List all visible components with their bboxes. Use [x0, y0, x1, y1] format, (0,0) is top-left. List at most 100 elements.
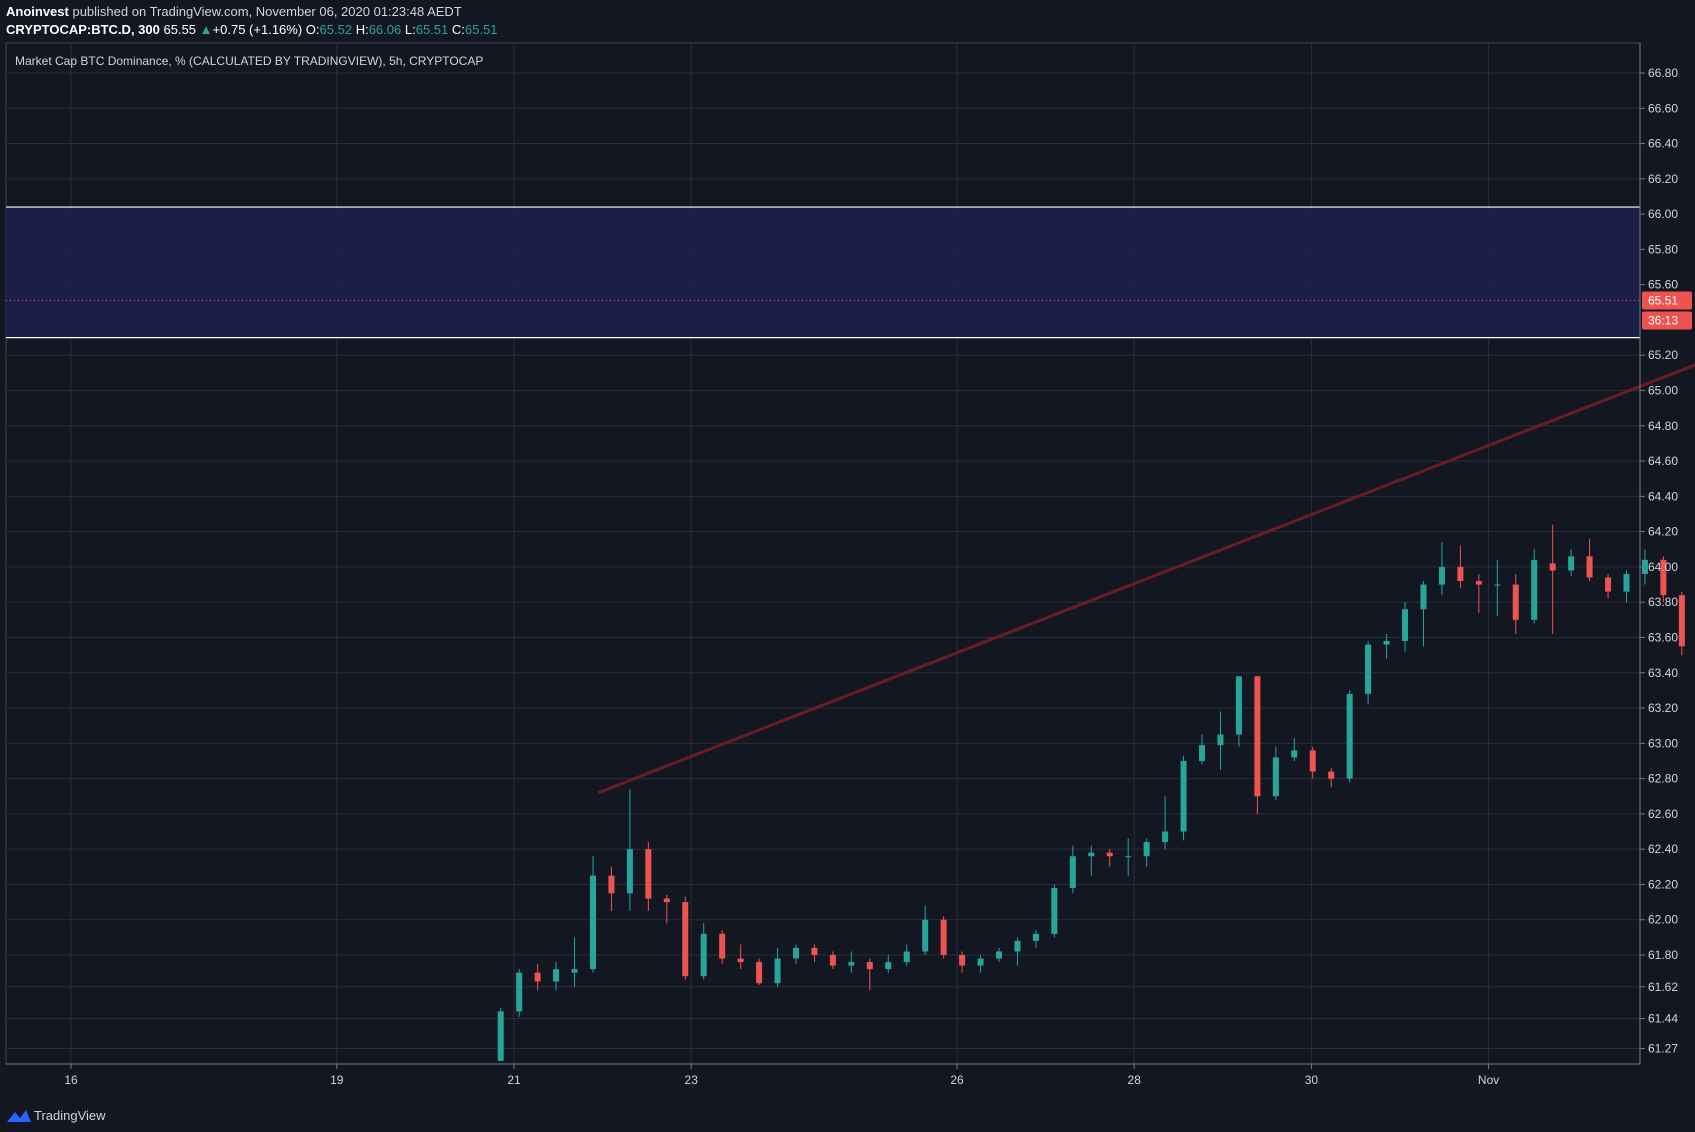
- up-triangle-icon: ▲: [199, 22, 213, 37]
- candle-body: [1365, 644, 1372, 694]
- x-tick-label: 26: [950, 1073, 964, 1087]
- price-axis[interactable]: 66.80 66.60 66.40 66.20 66.00 65.80 65.60 65.20…: [1639, 43, 1692, 1064]
- y-tick-label: 61.80: [1648, 948, 1678, 962]
- y-tick-label: 63.40: [1648, 666, 1678, 680]
- tradingview-brand[interactable]: TradingView: [34, 1108, 106, 1123]
- candle-body: [1660, 559, 1667, 596]
- high-label: H:: [355, 22, 369, 37]
- candle-body: [885, 962, 892, 970]
- y-tick-label: 65.00: [1648, 384, 1678, 398]
- tradingview-logo-icon[interactable]: [6, 1106, 32, 1126]
- candle-body: [1494, 584, 1501, 586]
- candle-body: [645, 849, 652, 899]
- countdown-value: 36:13: [1648, 314, 1678, 328]
- candle-body: [1475, 581, 1482, 585]
- candle-body: [1162, 831, 1169, 843]
- candle-body: [663, 898, 670, 903]
- candle-body: [516, 972, 523, 1012]
- candle-body: [1328, 771, 1335, 779]
- symbol-name[interactable]: CRYPTOCAP:BTC.D, 300: [6, 22, 160, 37]
- y-tick-label: 65.80: [1648, 242, 1678, 256]
- candle-body: [1623, 573, 1630, 592]
- x-tick-label: 16: [64, 1073, 78, 1087]
- candle-body: [1678, 595, 1685, 647]
- x-tick-label: 30: [1305, 1073, 1319, 1087]
- author-name[interactable]: Anoinvest: [6, 4, 69, 19]
- trendline: [597, 363, 1695, 795]
- chart-pane[interactable]: [5, 42, 1641, 1065]
- y-tick-label: 62.00: [1648, 913, 1678, 927]
- candle-body: [719, 933, 726, 959]
- close-value: 65.51: [464, 22, 498, 37]
- y-tick-label: 64.00: [1648, 560, 1678, 574]
- y-tick-label: 66.20: [1648, 172, 1678, 186]
- x-tick-label: 21: [507, 1073, 521, 1087]
- candle-body: [1199, 745, 1206, 761]
- candle-body: [1180, 760, 1187, 832]
- candle-body: [1051, 887, 1058, 934]
- candle-body: [1014, 940, 1021, 952]
- candle-body: [792, 947, 799, 959]
- symbol-info: CRYPTOCAP:BTC.D, 300 65.55 ▲+0.75 (+1.16…: [6, 22, 497, 37]
- candle-body: [1106, 852, 1113, 857]
- candle-body: [737, 958, 744, 963]
- zone-fill: [6, 207, 1640, 338]
- chart-title: Market Cap BTC Dominance, % (CALCULATED …: [15, 54, 483, 68]
- candle-body: [996, 951, 1003, 959]
- time-axis[interactable]: 16 19 21 23 26 28 30 Nov: [6, 1063, 1640, 1087]
- candle-body: [534, 972, 541, 982]
- candle-body: [866, 962, 873, 970]
- candle-body: [1549, 563, 1556, 571]
- candle-body: [940, 919, 947, 955]
- candle-body: [553, 969, 560, 982]
- candle-body: [589, 875, 596, 970]
- candle-body: [1125, 856, 1132, 858]
- last-price: 65.55: [163, 22, 197, 37]
- candle-body: [903, 951, 910, 963]
- x-tick-label: Nov: [1478, 1073, 1499, 1087]
- candle-body: [1531, 559, 1538, 620]
- candle-body: [1254, 676, 1261, 797]
- resistance-zone: [6, 206, 1640, 339]
- candle-body: [1402, 609, 1409, 642]
- price-change: +0.75 (+1.16%): [212, 22, 303, 37]
- low-label: L:: [404, 22, 416, 37]
- candle-body: [829, 955, 836, 966]
- y-tick-label: 66.60: [1648, 101, 1678, 115]
- trendline-layer: [597, 363, 1695, 795]
- candle-body: [1217, 734, 1224, 746]
- candle-body: [1438, 566, 1445, 585]
- y-tick-label: 64.20: [1648, 525, 1678, 539]
- y-tick-label: 63.60: [1648, 630, 1678, 644]
- y-tick-label: 66.40: [1648, 137, 1678, 151]
- candle-body: [1586, 556, 1593, 578]
- candle-body: [1568, 556, 1575, 571]
- y-tick-label: 61.44: [1648, 1012, 1678, 1026]
- candle-body: [811, 947, 818, 955]
- y-tick-label: 63.00: [1648, 736, 1678, 750]
- y-tick-label: 62.80: [1648, 772, 1678, 786]
- candle-body: [571, 969, 578, 973]
- candle-body: [608, 875, 615, 894]
- y-tick-label: 66.00: [1648, 207, 1678, 221]
- y-tick-label: 64.80: [1648, 419, 1678, 433]
- candle-body: [959, 955, 966, 966]
- y-tick-label: 61.27: [1648, 1041, 1678, 1055]
- candle-body: [626, 849, 633, 894]
- x-tick-label: 28: [1128, 1073, 1142, 1087]
- candle-body: [1069, 856, 1076, 888]
- candle-body: [682, 902, 689, 977]
- countdown-badge: [1642, 311, 1692, 330]
- candle-body: [1457, 566, 1464, 582]
- candle-body: [756, 962, 763, 984]
- open-value: 65.52: [319, 22, 353, 37]
- candle-body: [1291, 750, 1298, 758]
- publish-info: Anoinvest published on TradingView.com, …: [6, 4, 462, 19]
- y-tick-label: 61.62: [1648, 980, 1678, 994]
- y-tick-label: 64.60: [1648, 454, 1678, 468]
- y-tick-label: 62.40: [1648, 842, 1678, 856]
- candle-body: [497, 1011, 504, 1061]
- price-chart[interactable]: 66.80 66.60 66.40 66.20 66.00 65.80 65.60 65.20…: [0, 0, 1695, 1100]
- x-tick-label: 23: [685, 1073, 699, 1087]
- x-tick-label: 19: [330, 1073, 344, 1087]
